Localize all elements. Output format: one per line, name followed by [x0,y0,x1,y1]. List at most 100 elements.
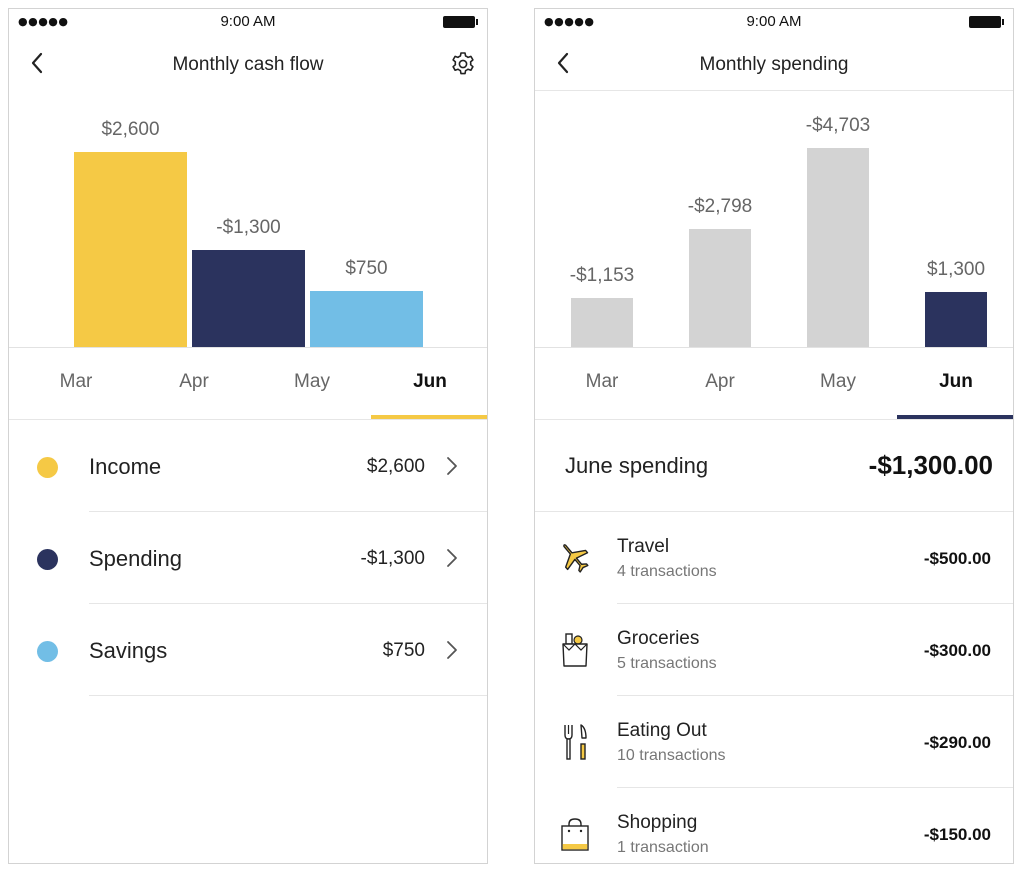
category-name: Groceries [617,628,700,649]
shopping-bag-icon [561,818,589,851]
bar-value-label: $1,300 [926,258,986,280]
chart-bar [571,298,633,347]
category-name: Shopping [617,812,698,833]
tab-apr[interactable]: Apr [661,348,779,420]
row-value: $2,600 [366,456,425,477]
signal-icon: ●●●●● [18,15,69,28]
tab-label: May [294,371,330,392]
tab-label: Jun [939,371,973,392]
income-dot [37,457,58,478]
row-value: $750 [382,640,425,661]
divider [89,603,487,604]
savings-row[interactable]: Savings $750 [9,604,487,696]
divider [89,695,487,696]
category-amount: -$150.00 [923,825,991,844]
category-amount: -$500.00 [923,549,991,568]
cash-flow-chart: $2,600 -$1,300 $750 [9,104,487,348]
divider [89,511,487,512]
chart-baseline [535,347,1013,348]
status-time: 9:00 AM [746,13,802,30]
tab-label: Apr [705,371,735,392]
category-row-groceries[interactable]: Groceries 5 transactions -$300.00 [535,604,1013,696]
back-button[interactable] [549,49,577,77]
status-time: 9:00 AM [220,13,276,30]
category-row-travel[interactable]: Travel 4 transactions -$500.00 [535,512,1013,604]
summary-label: June spending [565,453,709,478]
bar-value-label: -$1,153 [569,265,635,287]
back-button[interactable] [23,49,51,77]
battery-icon [443,16,478,28]
cash-flow-screen: ●●●●● 9:00 AM Monthly cash flow $2,600 -$… [8,8,488,864]
category-row-eating-out[interactable]: Eating Out 10 transactions -$290.00 [535,696,1013,788]
bar-value-label: $750 [345,257,388,279]
category-name: Travel [617,536,670,557]
active-tab-indicator [371,415,487,420]
grocery-bag-icon [562,633,588,667]
settings-button[interactable] [449,50,477,78]
chevron-left-icon [557,52,569,74]
row-label: Spending [89,546,182,571]
chart-bar [689,228,751,347]
chevron-right-icon [447,641,457,659]
tab-label: Mar [585,371,619,392]
divider [535,90,1013,91]
category-row-shopping[interactable]: Shopping 1 transaction -$150.00 [535,788,1013,863]
active-tab-indicator [897,415,1013,420]
tab-mar[interactable]: Mar [17,348,135,420]
divider [617,787,1013,788]
category-count: 4 transactions [617,563,717,580]
category-name: Eating Out [617,720,707,741]
status-bar: ●●●●● 9:00 AM [9,9,487,35]
bar-value-label: -$1,300 [216,216,281,238]
category-count: 10 transactions [617,747,726,764]
month-summary: June spending -$1,300.00 [535,420,1013,512]
row-label: Savings [89,638,168,663]
bar-value-label: $2,600 [101,119,160,140]
bar-value-label: -$2,798 [687,195,753,217]
tab-label: Mar [59,371,93,392]
spending-chart: -$1,153 -$2,798 -$4,703 $1,300 [535,104,1013,348]
tab-label: May [820,371,856,392]
nav-bar: Monthly spending [535,37,1013,93]
divider [617,603,1013,604]
signal-icon: ●●●●● [544,15,595,28]
income-row[interactable]: Income $2,600 [9,420,487,512]
tab-may[interactable]: May [779,348,897,420]
category-amount: -$300.00 [923,641,991,660]
spending-dot [37,549,58,570]
bar-value-label: -$4,703 [805,115,871,136]
chart-baseline [9,347,487,348]
status-bar: ●●●●● 9:00 AM [535,9,1013,35]
tab-jun[interactable]: Jun [371,348,487,420]
tab-label: Jun [413,371,447,392]
chart-bar [925,291,987,347]
chevron-left-icon [31,52,43,74]
tab-label: Apr [179,371,209,392]
tab-mar[interactable]: Mar [543,348,661,420]
divider [535,419,1013,420]
month-tabs: Mar Apr May Jun [9,348,487,420]
divider [535,511,1013,512]
chart-bar [310,290,423,347]
category-count: 1 transaction [617,839,709,856]
chart-bar [192,249,305,347]
spending-screen: ●●●●● 9:00 AM Monthly spending -$1,153 -$… [534,8,1014,864]
chevron-right-icon [447,457,457,475]
battery-icon [969,16,1004,28]
page-title: Monthly spending [699,54,849,75]
category-amount: -$290.00 [923,733,991,752]
chevron-right-icon [447,549,457,567]
chart-bar [807,148,869,347]
fork-knife-icon [564,724,587,760]
tab-apr[interactable]: Apr [135,348,253,420]
tab-jun[interactable]: Jun [897,348,1013,420]
month-tabs: Mar Apr May Jun [535,348,1013,420]
row-label: Income [89,454,162,479]
tab-may[interactable]: May [253,348,371,420]
chart-bar [74,152,187,347]
spending-row[interactable]: Spending -$1,300 [9,512,487,604]
row-value: -$1,300 [360,548,425,569]
savings-dot [37,641,58,662]
divider [617,695,1013,696]
category-count: 5 transactions [617,655,717,672]
